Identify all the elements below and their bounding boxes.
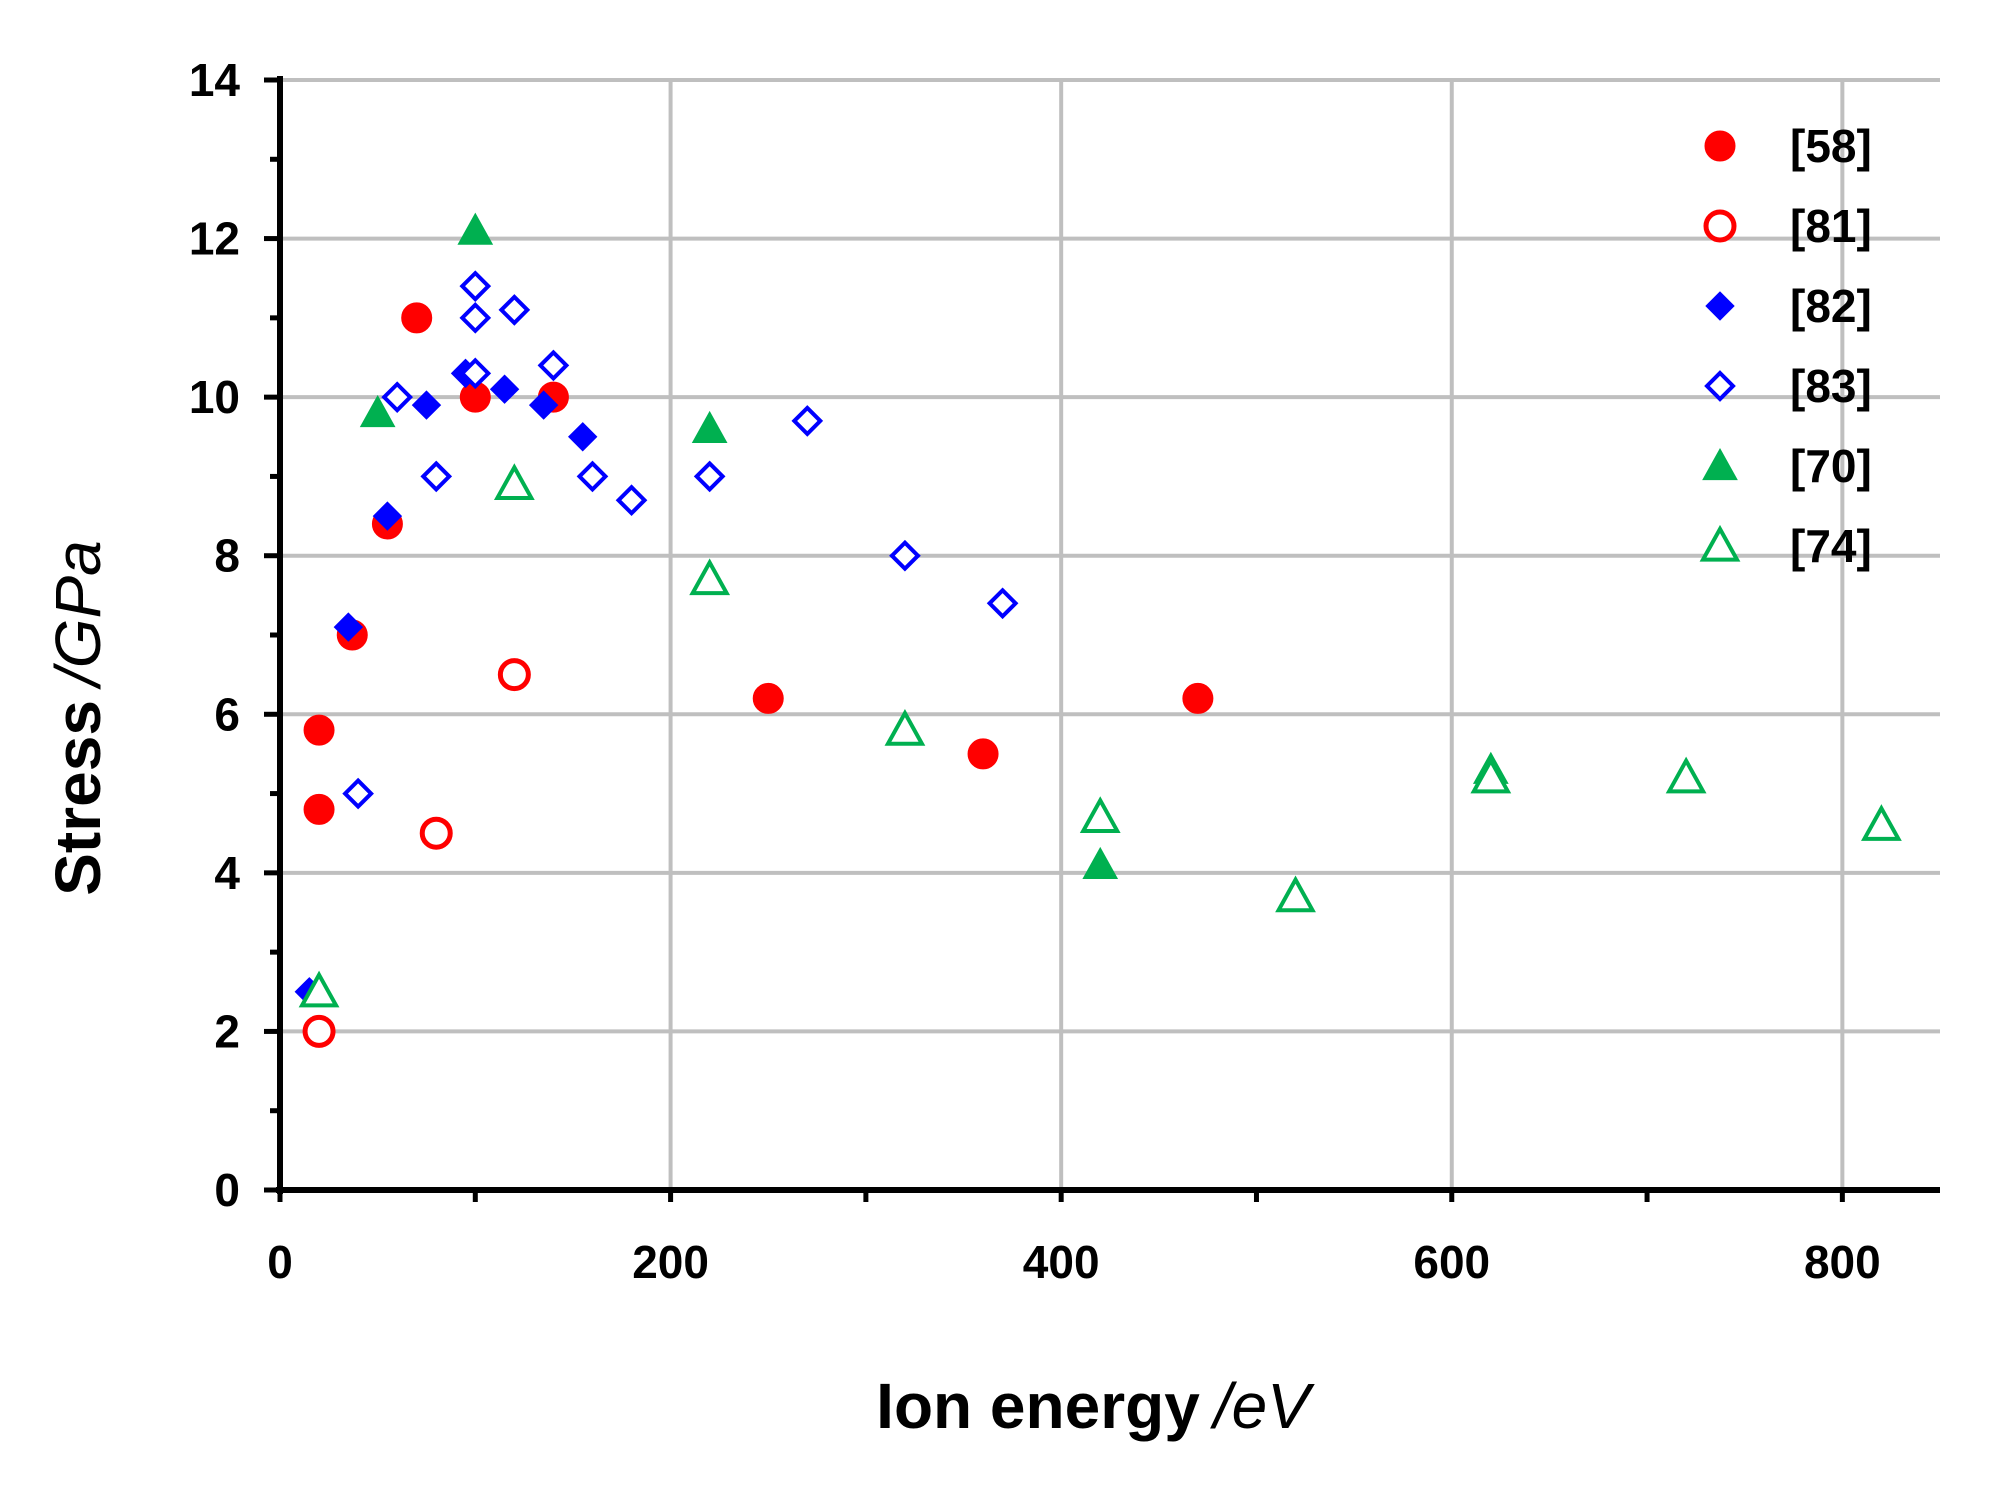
data-point: [1082, 846, 1119, 880]
data-point: [537, 349, 570, 382]
data-point: [691, 410, 728, 443]
grid-lines: [280, 78, 1940, 1190]
x-axis-unit: /eV: [1210, 1370, 1315, 1442]
legend-marker: [1699, 524, 1741, 562]
legend-item: [70]: [1702, 440, 1872, 492]
legend-label: [83]: [1790, 360, 1872, 412]
data-point: [615, 484, 648, 517]
data-point: [359, 394, 396, 428]
x-tick-label: 600: [1413, 1236, 1490, 1288]
data-point: [528, 390, 559, 420]
data-point: [459, 270, 492, 302]
data-point: [302, 1014, 336, 1048]
legend-marker: [1704, 130, 1736, 162]
data-point: [884, 709, 926, 746]
data-point: [457, 212, 494, 245]
y-tick-label: 14: [189, 54, 241, 106]
x-axis-label: Ion energy: [876, 1370, 1200, 1442]
data-point: [497, 658, 531, 692]
series-2: [294, 358, 598, 1007]
legend-item: [74]: [1699, 520, 1872, 572]
data-point: [419, 816, 453, 850]
x-tick-label: 400: [1023, 1236, 1100, 1288]
data-point: [303, 714, 335, 746]
data-point: [298, 970, 340, 1008]
data-point: [493, 463, 535, 500]
data-point: [420, 460, 453, 493]
legend-item: [83]: [1704, 360, 1872, 412]
series-3: [342, 270, 1019, 810]
data-point: [689, 558, 731, 596]
data-point: [567, 422, 598, 452]
x-tick-label: 0: [267, 1236, 293, 1288]
data-point: [889, 539, 921, 572]
y-tick-label: 2: [214, 1005, 240, 1057]
data-point: [693, 460, 726, 493]
x-tick-label: 800: [1804, 1236, 1881, 1288]
legend-label: [58]: [1790, 120, 1872, 172]
data-point: [333, 612, 364, 642]
data-point: [752, 682, 784, 714]
data-point: [459, 302, 492, 334]
y-tick-labels: 0 2 4 6 8 10 12 14: [189, 54, 241, 1216]
axes: [264, 76, 1940, 1202]
legend: [58] [81] [82] [83] [70] [74]: [1699, 120, 1872, 572]
legend-label: [74]: [1790, 520, 1872, 572]
data-point: [498, 294, 531, 326]
series-1: [302, 658, 531, 1048]
data-point: [303, 793, 335, 825]
legend-marker: [1702, 447, 1738, 481]
y-tick-label: 12: [189, 213, 240, 265]
legend-marker: [1703, 209, 1737, 243]
data-point: [342, 777, 374, 810]
data-point: [411, 390, 442, 420]
legend-label: [81]: [1790, 200, 1872, 252]
data-point: [381, 381, 414, 413]
legend-marker: [1704, 370, 1736, 402]
legend-marker: [1705, 291, 1735, 321]
data-point: [791, 405, 824, 437]
series-5: [298, 463, 1902, 1008]
data-points: [294, 212, 1902, 1048]
data-point: [1182, 682, 1214, 714]
y-axis-title: Stress/GPa: [42, 540, 114, 896]
legend-item: [58]: [1704, 120, 1872, 172]
y-axis-label: Stress: [42, 700, 114, 896]
data-point: [1275, 875, 1316, 913]
legend-item: [81]: [1703, 200, 1872, 252]
y-axis-unit: /GPa: [42, 540, 114, 690]
data-point: [1079, 796, 1121, 833]
legend-item: [82]: [1705, 280, 1872, 332]
data-point: [1665, 756, 1707, 794]
x-tick-labels: 0 200 400 600 800: [267, 1236, 1881, 1288]
data-point: [1861, 804, 1902, 841]
legend-label: [70]: [1790, 440, 1872, 492]
data-point: [401, 302, 433, 334]
series-4: [359, 212, 1509, 880]
y-tick-label: 10: [189, 371, 240, 423]
y-tick-label: 0: [214, 1164, 240, 1216]
data-point: [489, 374, 520, 404]
x-axis-title: Ion energy/eV: [876, 1370, 1315, 1442]
data-point: [459, 357, 492, 390]
data-point: [1470, 756, 1512, 794]
y-tick-label: 8: [214, 530, 240, 582]
data-point: [372, 501, 403, 531]
y-tick-label: 6: [214, 688, 240, 740]
y-tick-label: 4: [214, 847, 240, 899]
data-point: [576, 460, 609, 493]
series-0: [303, 302, 1214, 825]
x-tick-label: 200: [632, 1236, 709, 1288]
legend-label: [82]: [1790, 280, 1872, 332]
data-point: [967, 738, 999, 770]
data-point: [986, 587, 1019, 620]
